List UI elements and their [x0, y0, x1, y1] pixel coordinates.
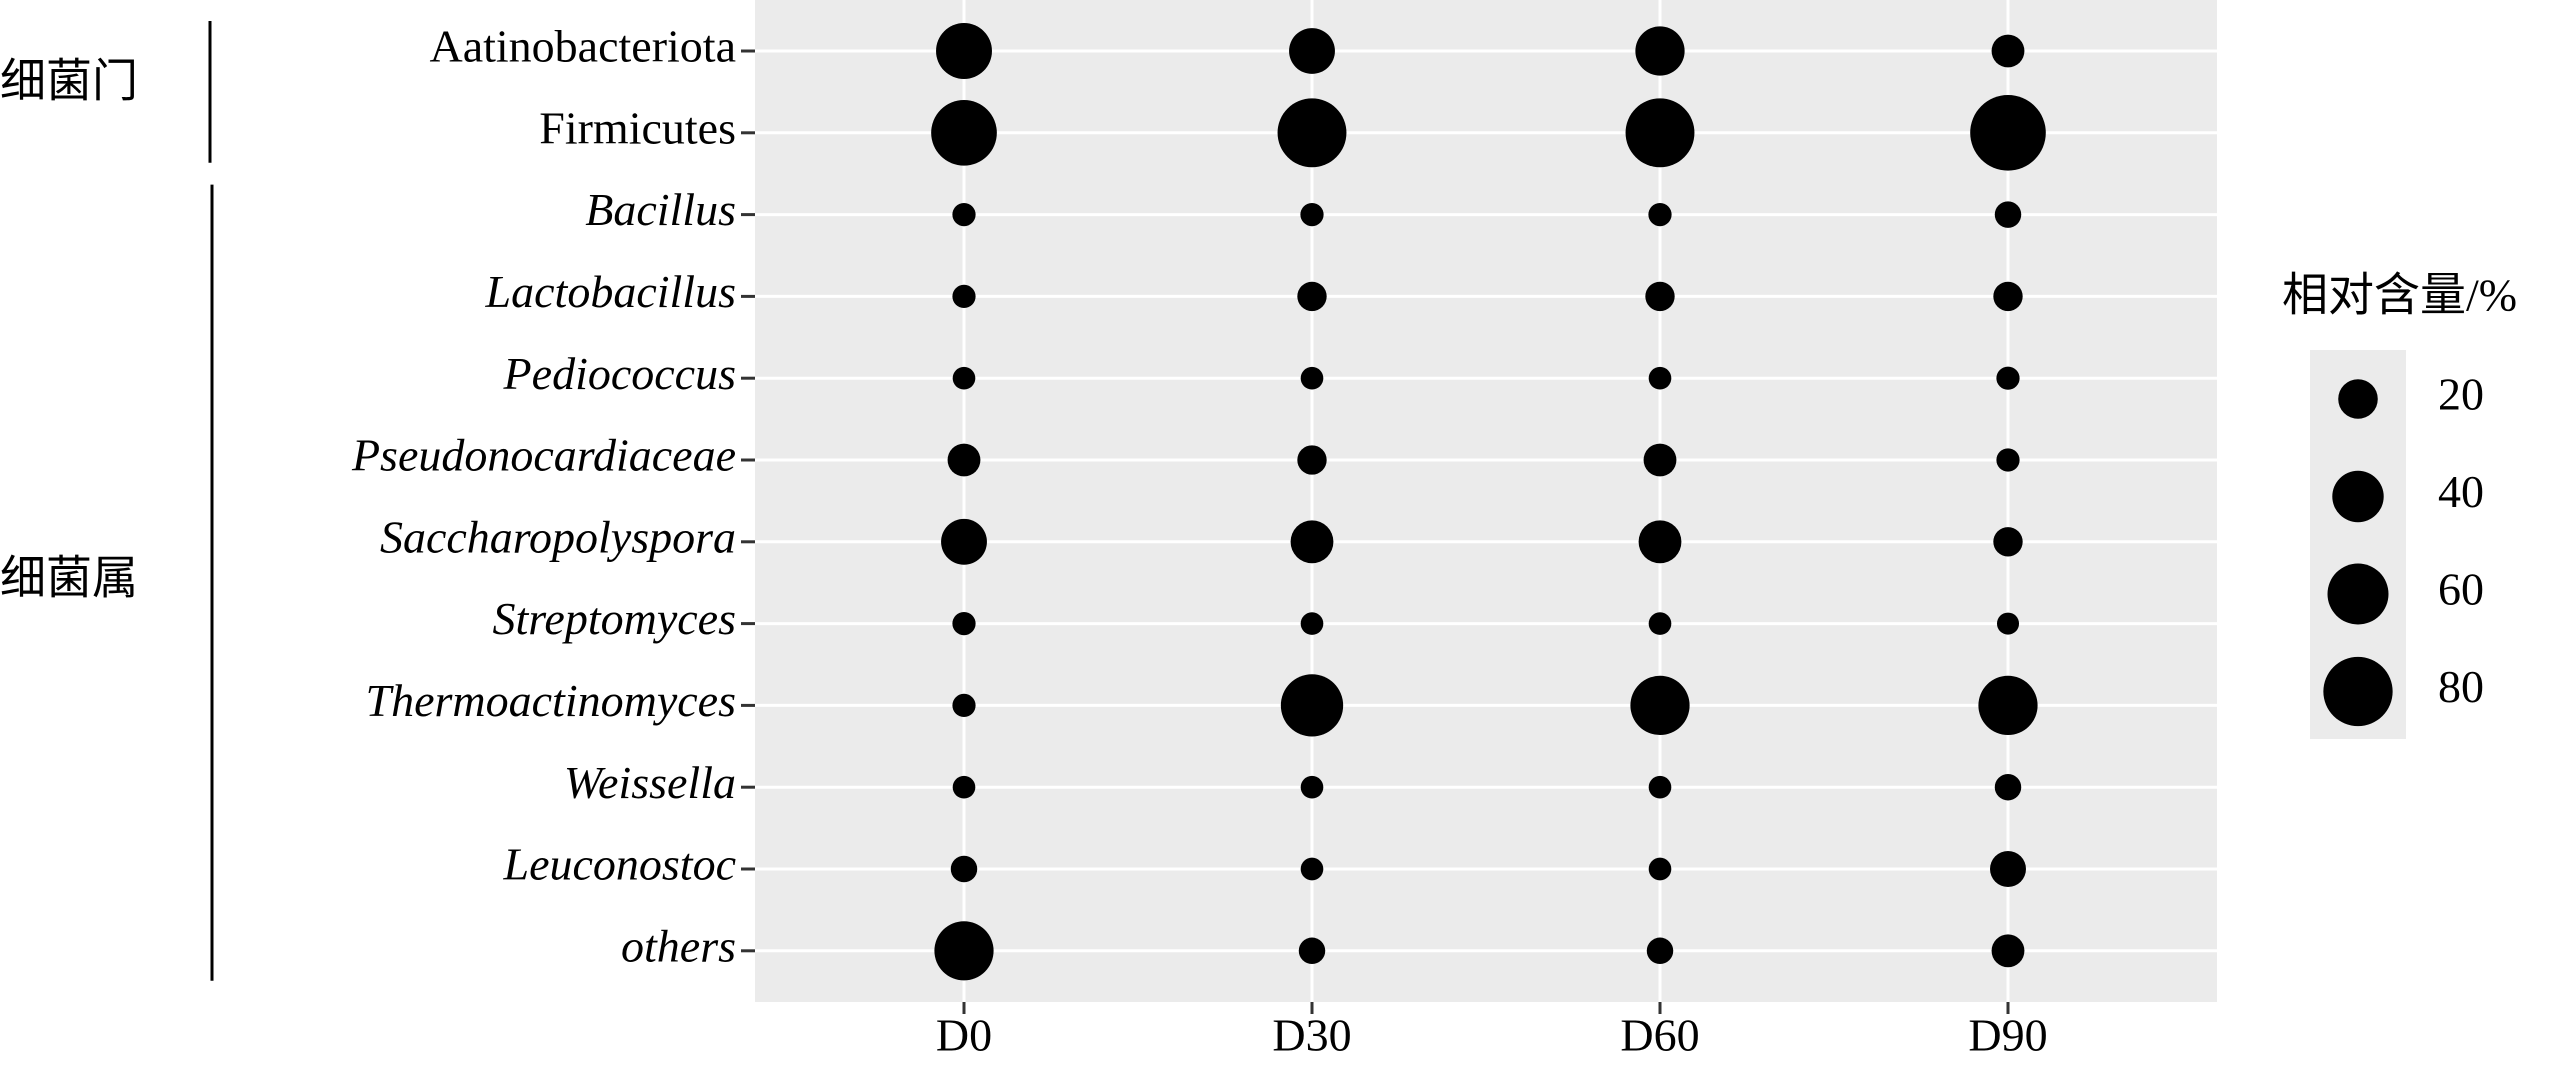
y-tick-label: Firmicutes	[539, 102, 736, 153]
bubble	[952, 284, 976, 309]
y-tick-label: Thermoactinomyces	[366, 675, 736, 726]
bubble	[1991, 934, 2025, 968]
bubble	[1990, 851, 2026, 887]
legend-label: 80	[2438, 661, 2484, 712]
x-tick-label: D90	[1968, 1010, 2047, 1061]
legend-key	[2338, 379, 2378, 419]
bubble	[1300, 612, 1324, 635]
y-tick-label: Lactobacillus	[485, 266, 736, 317]
bubble	[941, 518, 987, 565]
bubble	[1289, 28, 1335, 74]
bubble	[1280, 674, 1344, 737]
y-tick-label: Leuconostoc	[502, 839, 736, 890]
bubble	[931, 99, 997, 166]
x-tick-label: D60	[1620, 1010, 1699, 1061]
x-tick-label: D30	[1272, 1010, 1351, 1061]
panel	[755, 0, 2217, 1002]
bubble	[1991, 34, 2025, 68]
group-label: 细菌属	[0, 552, 138, 603]
legend-key	[2327, 563, 2389, 625]
y-tick-label: Saccharopolyspora	[380, 511, 736, 562]
bubble	[1297, 281, 1327, 312]
bubble	[952, 693, 976, 718]
legend-key	[2332, 470, 2384, 523]
bubble	[1648, 202, 1672, 227]
bubble	[934, 921, 994, 981]
bubble	[1648, 775, 1672, 799]
y-tick-label: Pediococcus	[503, 348, 736, 399]
bubble	[1300, 775, 1324, 799]
y-tick-label: Streptomyces	[492, 593, 736, 644]
bubble	[1970, 94, 2046, 171]
bubble	[1297, 445, 1327, 475]
group-label: 细菌门	[0, 55, 138, 106]
bubble	[1645, 281, 1675, 312]
bubble	[1625, 98, 1695, 168]
bubble	[1300, 202, 1324, 227]
bubble	[1996, 612, 2020, 635]
bubble	[1630, 675, 1690, 736]
y-tick-label: Weissella	[564, 757, 736, 808]
y-tick-label: others	[621, 920, 736, 971]
x-tick-label: D0	[936, 1010, 992, 1061]
bubble	[1300, 366, 1324, 390]
bubble	[1277, 98, 1347, 168]
bubble	[952, 775, 976, 799]
bubble	[1638, 520, 1682, 564]
bubble	[1635, 26, 1685, 76]
bubble	[1648, 857, 1672, 881]
bubble	[1993, 281, 2023, 312]
bubble	[1648, 612, 1672, 635]
bubble	[1994, 773, 2022, 801]
bubble	[947, 443, 981, 477]
bubble	[952, 366, 976, 390]
bubble	[1996, 366, 2020, 390]
bubble	[1996, 448, 2020, 472]
y-tick-label: Pseudonocardiaceae	[351, 430, 736, 481]
legend-title: 相对含量/%	[2282, 270, 2517, 321]
bubble	[1978, 675, 2038, 736]
y-tick-label: Bacillus	[585, 184, 736, 235]
bubble	[952, 202, 976, 227]
bubble	[1993, 527, 2023, 557]
bubble	[952, 611, 976, 636]
y-tick-label: Aatinobacteriota	[429, 21, 736, 72]
bubble	[950, 855, 978, 883]
bubble	[1648, 366, 1672, 390]
bubble	[1298, 937, 1326, 965]
legend-label: 40	[2438, 466, 2484, 517]
bubble	[1290, 520, 1334, 564]
bubble	[1646, 937, 1674, 965]
bubble	[1643, 443, 1677, 477]
legend-label: 20	[2438, 369, 2484, 420]
legend-label: 60	[2438, 564, 2484, 615]
bubble	[1994, 201, 2022, 228]
bubble	[936, 23, 992, 79]
bubble	[1300, 857, 1324, 881]
legend-key	[2323, 656, 2393, 727]
